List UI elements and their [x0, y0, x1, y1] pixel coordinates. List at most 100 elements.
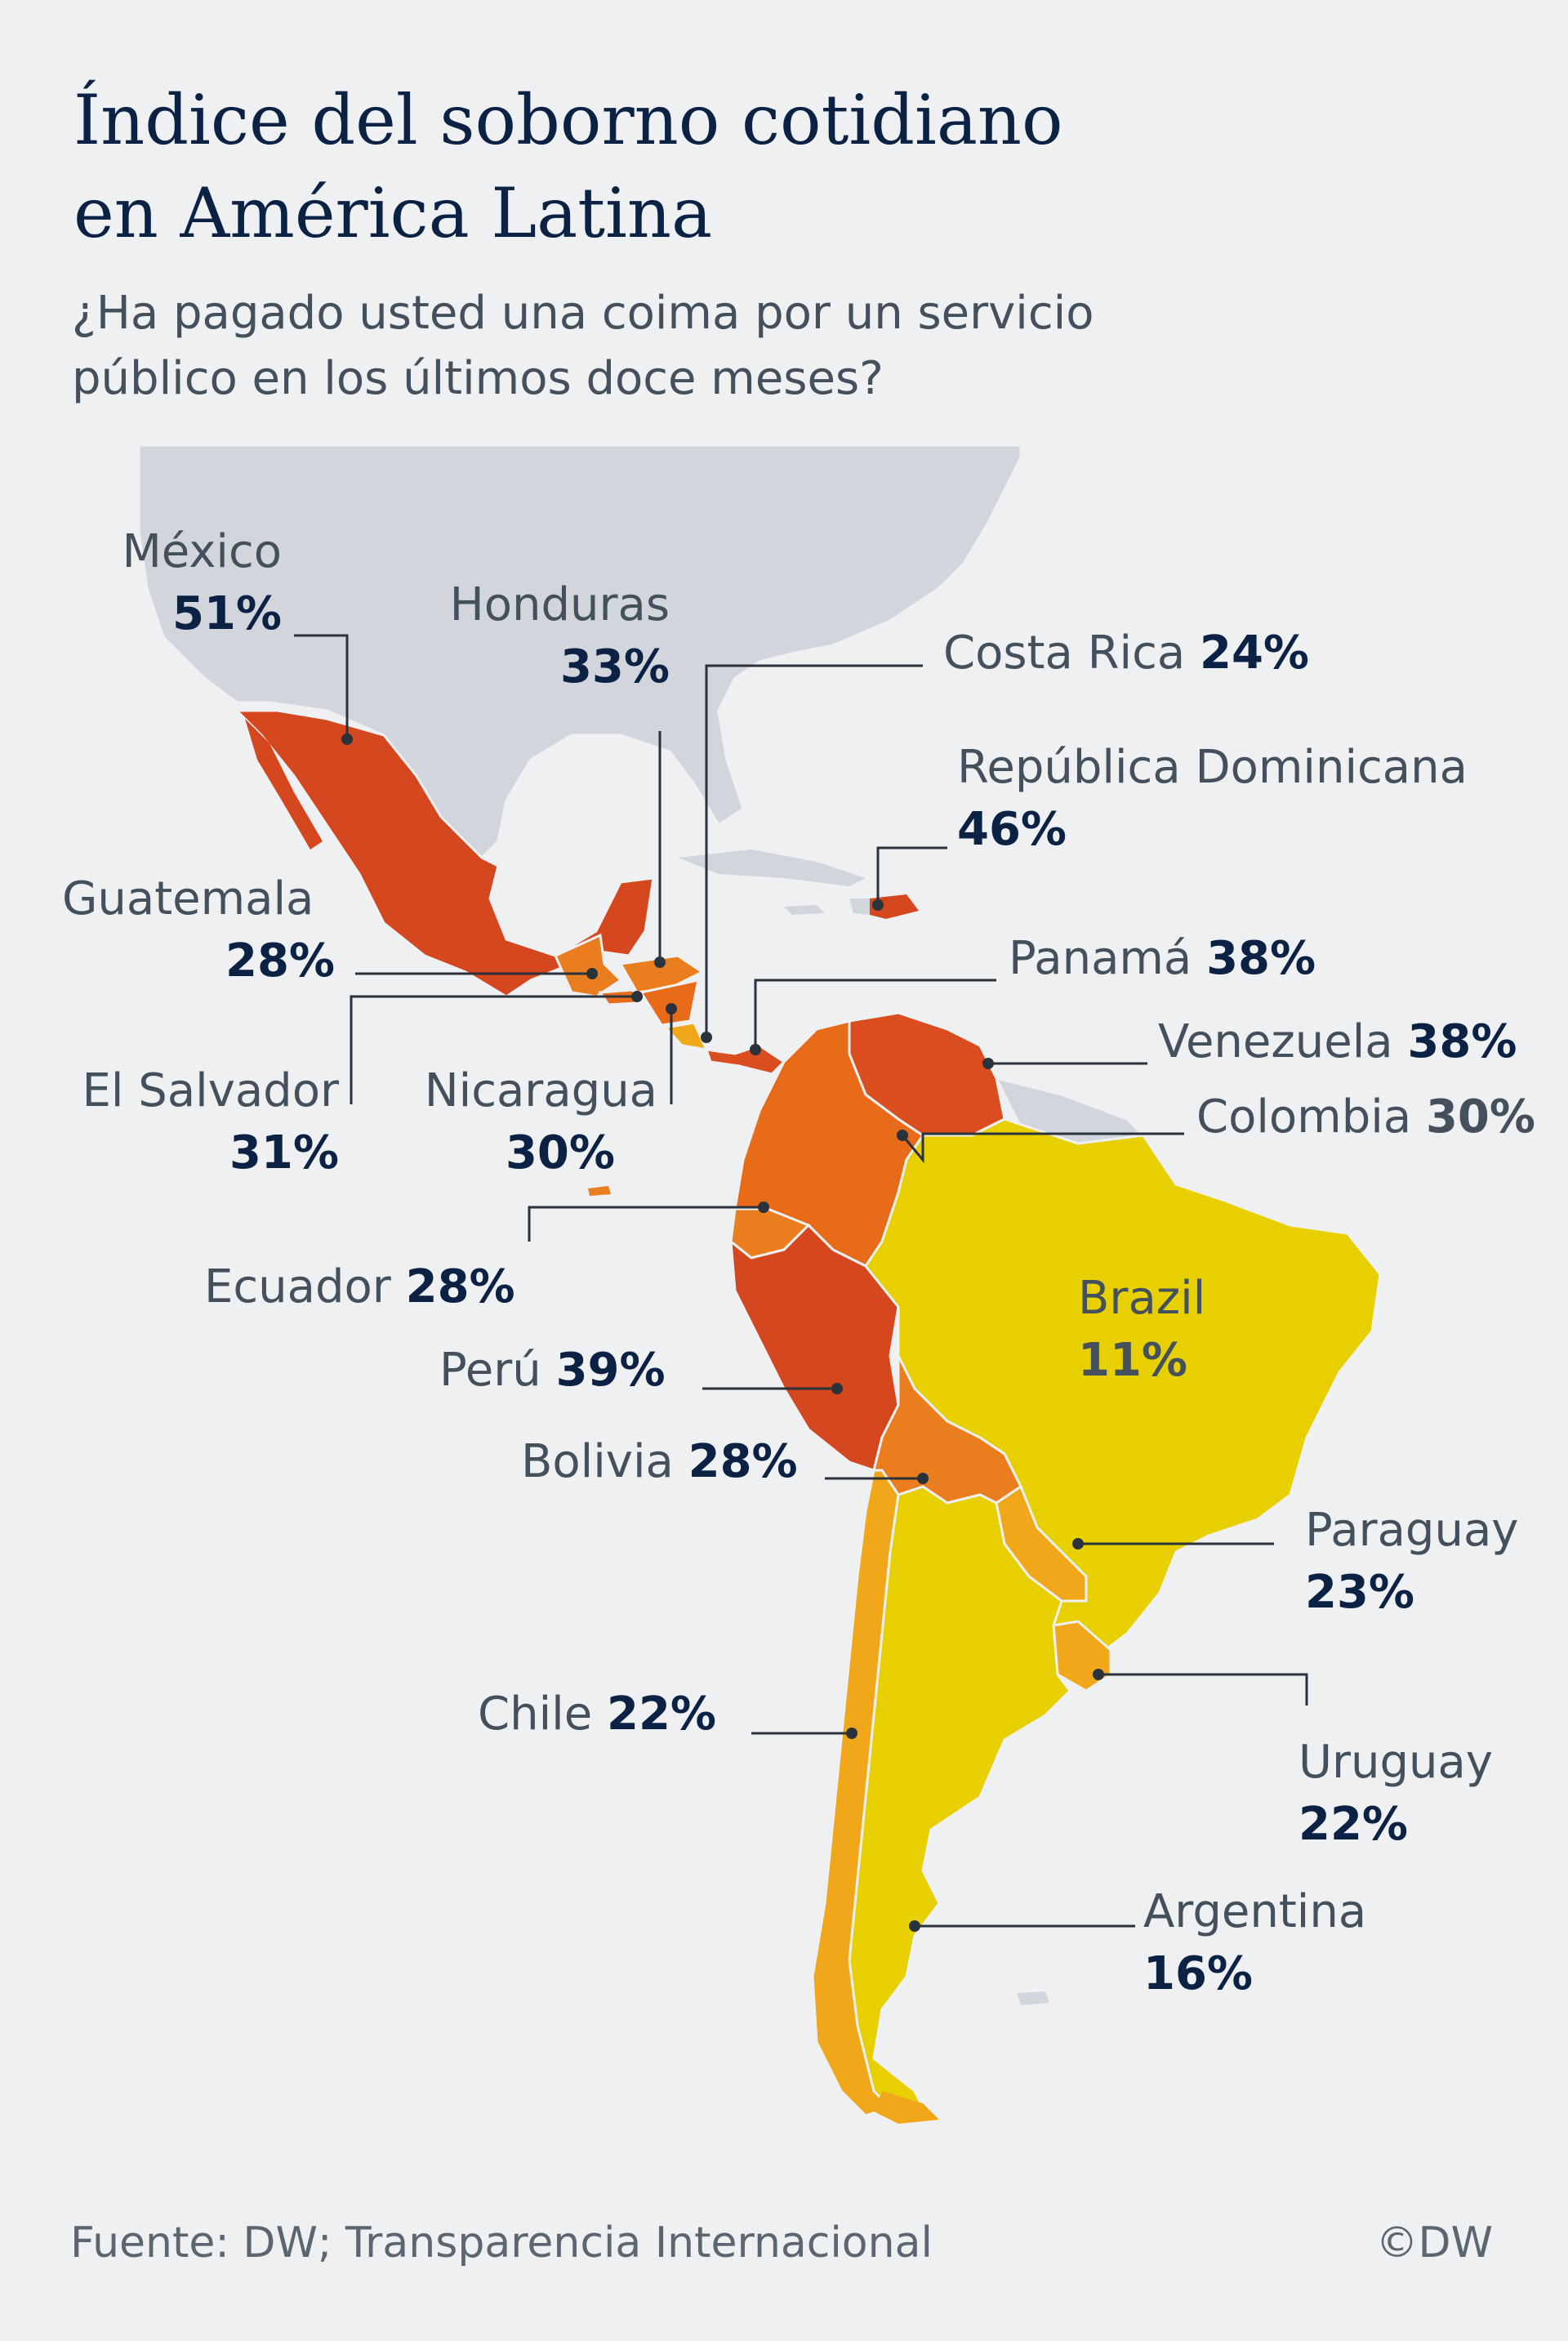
label-nicaragua: Nicaragua 30% — [392, 1060, 657, 1184]
panama-name: Panamá — [1009, 932, 1192, 985]
label-ecuador: Ecuador 28% — [204, 1256, 515, 1318]
costa-rica-name: Costa Rica — [943, 626, 1186, 680]
jamaica-island — [784, 905, 825, 915]
dot-honduras — [654, 956, 666, 968]
label-uruguay: Uruguay 22% — [1298, 1732, 1493, 1856]
ecuador-name: Ecuador — [204, 1260, 391, 1313]
honduras-region — [618, 954, 705, 994]
label-peru: Perú 39% — [439, 1340, 666, 1402]
peru-name: Perú — [439, 1344, 541, 1397]
label-el-salvador: El Salvador 31% — [57, 1060, 339, 1184]
ecuador-value: 28% — [405, 1260, 515, 1313]
dominican-republic-region — [870, 894, 919, 919]
map-title: Índice del soborno cotidiano en América … — [74, 74, 1298, 260]
label-paraguay: Paraguay 23% — [1305, 1500, 1518, 1624]
dot-paraguay — [1072, 1538, 1084, 1550]
dot-guatemala — [586, 968, 598, 979]
label-costa-rica: Costa Rica 24% — [943, 622, 1309, 684]
label-venezuela: Venezuela 38% — [1158, 1011, 1517, 1073]
colombia-name: Colombia — [1196, 1090, 1412, 1144]
label-dominican-republic: República Dominicana 46% — [957, 737, 1468, 861]
leader-dots — [341, 734, 1104, 1932]
source-footer: Fuente: DW; Transparencia Internacional — [70, 2218, 933, 2267]
colombia-value: 30% — [1425, 1090, 1536, 1144]
baja-california — [245, 719, 323, 849]
title-line-1: Índice del soborno cotidiano — [74, 80, 1063, 160]
guatemala-value: 28% — [225, 934, 336, 988]
panama-region — [704, 1044, 786, 1076]
argentina-value: 16% — [1143, 1947, 1254, 2000]
map-subtitle: ¿Ha pagado usted una coima por un servic… — [72, 281, 1297, 412]
bolivia-name: Bolivia — [521, 1435, 674, 1488]
brazil-name: Brazil — [1078, 1272, 1206, 1325]
dot-ecuador — [758, 1202, 769, 1213]
subtitle-line-1: ¿Ha pagado usted una coima por un servic… — [72, 287, 1094, 340]
bolivia-value: 28% — [688, 1435, 798, 1488]
chile-name: Chile — [478, 1688, 593, 1741]
leader-el-salvador — [350, 995, 637, 1104]
label-argentina: Argentina 16% — [1143, 1881, 1366, 2005]
brazil-value: 11% — [1078, 1334, 1188, 1387]
leader-costa-rica — [705, 664, 923, 1037]
leader-lines — [294, 634, 1308, 1928]
dot-uruguay — [1093, 1669, 1104, 1680]
caribbean-islands — [678, 849, 866, 886]
leader-uruguay — [1098, 1673, 1308, 1706]
leader-colombia — [901, 1132, 1184, 1164]
mexico-region — [234, 709, 655, 998]
paraguay-name: Paraguay — [1305, 1504, 1519, 1557]
costa-rica-value: 24% — [1200, 626, 1310, 680]
guatemala-region — [554, 933, 623, 998]
honduras-value: 33% — [559, 640, 670, 693]
leader-ecuador — [528, 1206, 764, 1242]
dot-mexico — [341, 734, 353, 745]
el-salvador-name: El Salvador — [82, 1064, 339, 1117]
galapagos-islands — [588, 1186, 611, 1196]
north-america-land — [137, 444, 1022, 860]
dominican-republic-value: 46% — [957, 803, 1067, 856]
label-bolivia: Bolivia 28% — [521, 1431, 798, 1493]
label-chile: Chile 22% — [478, 1683, 716, 1746]
panama-value: 38% — [1206, 932, 1316, 985]
mexico-name: México — [122, 525, 282, 578]
label-honduras: Honduras 33% — [359, 574, 670, 698]
dot-bolivia — [917, 1473, 929, 1484]
venezuela-name: Venezuela — [1158, 1015, 1393, 1068]
label-colombia: Colombia 30% — [1196, 1086, 1535, 1148]
dot-argentina — [909, 1920, 920, 1932]
label-panama: Panamá 38% — [1009, 928, 1316, 990]
uruguay-name: Uruguay — [1298, 1736, 1493, 1789]
guatemala-name: Guatemala — [62, 872, 314, 925]
honduras-name: Honduras — [449, 578, 670, 631]
dot-chile — [846, 1728, 858, 1739]
nicaragua-name: Nicaragua — [424, 1064, 657, 1117]
copyright-mark: ©DW — [1375, 2218, 1493, 2267]
dot-peru — [831, 1383, 843, 1394]
peru-value: 39% — [555, 1344, 666, 1397]
dot-el-salvador — [631, 991, 643, 1002]
subtitle-line-2: público en los últimos doce meses? — [72, 352, 884, 405]
nicaragua-value: 30% — [505, 1126, 615, 1179]
dot-costa-rica — [701, 1032, 712, 1043]
haiti-region — [849, 898, 870, 915]
leader-mexico — [294, 634, 349, 739]
leader-dominican-republic — [876, 846, 947, 905]
nicaragua-region — [639, 979, 700, 1027]
paraguay-value: 23% — [1305, 1566, 1415, 1619]
tierra-del-fuego — [874, 2091, 939, 2124]
dot-panama — [750, 1044, 761, 1055]
falkland-islands — [1017, 1991, 1049, 2005]
mexico-value: 51% — [172, 587, 282, 640]
dot-dominican-republic — [872, 899, 884, 911]
dot-venezuela — [982, 1058, 994, 1069]
dominican-republic-name: República Dominicana — [957, 741, 1468, 794]
title-line-2: en América Latina — [74, 173, 713, 253]
leader-panama — [754, 979, 996, 1050]
label-mexico: México 51% — [65, 521, 282, 645]
chile-value: 22% — [606, 1688, 717, 1741]
label-brazil: Brazil 11% — [1078, 1268, 1205, 1392]
dot-colombia — [897, 1130, 908, 1141]
uruguay-value: 22% — [1298, 1798, 1409, 1851]
dot-nicaragua — [666, 1003, 677, 1014]
